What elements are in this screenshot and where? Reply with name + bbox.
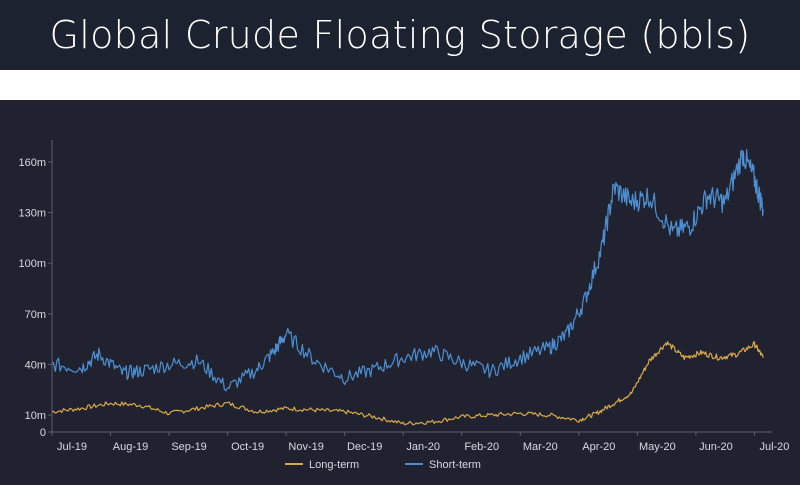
legend-label: Short-term: [429, 459, 481, 471]
x-tick-label: Oct-19: [231, 441, 264, 453]
x-tick-label: Jun-20: [699, 441, 733, 453]
series-line-short-term: [51, 149, 764, 392]
series-line-long-term: [51, 341, 764, 426]
legend-label: Long-term: [309, 459, 359, 471]
x-tick-label: Jul-19: [57, 441, 87, 453]
y-tick-label: 40m: [25, 359, 46, 371]
x-tick-label: Dec-19: [347, 441, 382, 453]
x-tick-label: Jan-20: [406, 441, 440, 453]
x-tick-label: Aug-19: [113, 441, 148, 453]
x-tick-label: Sep-19: [171, 441, 206, 453]
x-tick-label: Feb-20: [464, 441, 499, 453]
y-tick-label: 10m: [25, 410, 46, 422]
x-tick-label: Mar-20: [523, 441, 558, 453]
y-tick-label: 100m: [18, 258, 46, 270]
line-chart: 0 10m 40m 70m 100m 130m 160m Jul-19 Aug-19 Sep-19…: [18, 140, 789, 471]
x-tick-label: May-20: [639, 441, 676, 453]
x-tick-label: Apr-20: [582, 441, 615, 453]
title-banner: Global Crude Floating Storage (bbls): [0, 0, 800, 70]
chart-title: Global Crude Floating Storage (bbls): [49, 13, 751, 57]
y-tick-label: 70m: [25, 309, 46, 321]
x-tick-label: Jul-20: [759, 441, 789, 453]
chart-panel: 0 10m 40m 70m 100m 130m 160m Jul-19 Aug-19 Sep-19…: [0, 100, 800, 485]
y-tick-label: 0: [40, 427, 46, 439]
x-tick-label: Nov-19: [288, 441, 323, 453]
y-tick-label: 160m: [18, 157, 46, 169]
y-tick-label: 130m: [18, 208, 46, 220]
separator-gap: [0, 70, 800, 100]
